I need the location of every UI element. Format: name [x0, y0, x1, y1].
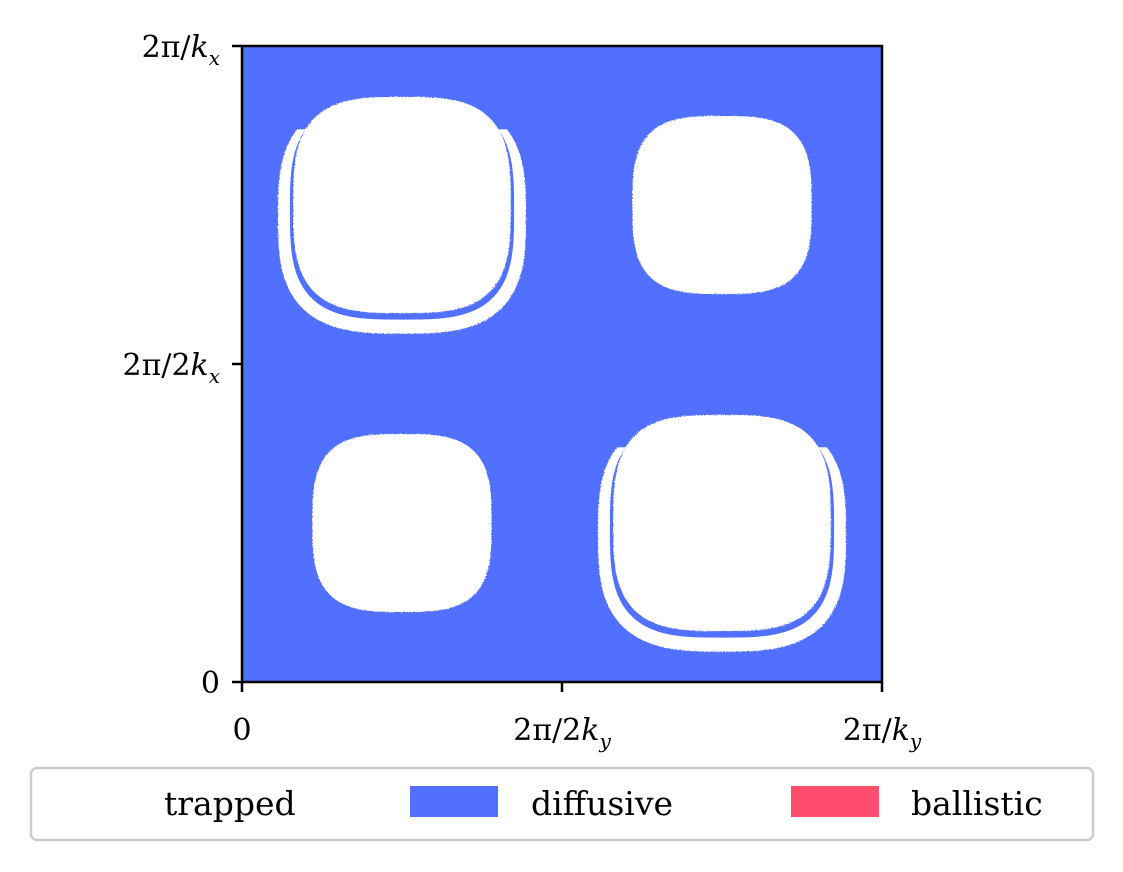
x-tick-label: 2π/2ky — [513, 713, 611, 753]
x-axis: 0 2π/2ky 2π/ky — [232, 682, 922, 753]
legend-swatch-ballistic — [791, 786, 879, 817]
legend-label-trapped: trapped — [164, 784, 296, 823]
y-tick-label: 2π/2kx — [123, 348, 220, 388]
legend: trapped diffusive ballistic — [29, 766, 1095, 842]
legend-swatch-trapped — [75, 786, 163, 817]
y-tick-label: 2π/kx — [142, 30, 220, 70]
y-axis: 0 2π/2kx 2π/kx — [123, 30, 242, 701]
plot-area — [240, 44, 884, 684]
legend-label-diffusive: diffusive — [531, 784, 673, 823]
x-tick-label: 0 — [232, 713, 251, 748]
trapped-island-3 — [312, 434, 492, 612]
y-tick-label: 0 — [201, 666, 220, 701]
trapped-island-2 — [632, 116, 812, 294]
x-tick-label: 2π/ky — [843, 713, 922, 753]
legend-swatch-diffusive — [410, 786, 498, 817]
legend-label-ballistic: ballistic — [911, 784, 1043, 823]
trapped-island-1 — [293, 96, 511, 314]
trapped-regions — [266, 69, 858, 652]
trapped-island-4 — [613, 414, 831, 632]
